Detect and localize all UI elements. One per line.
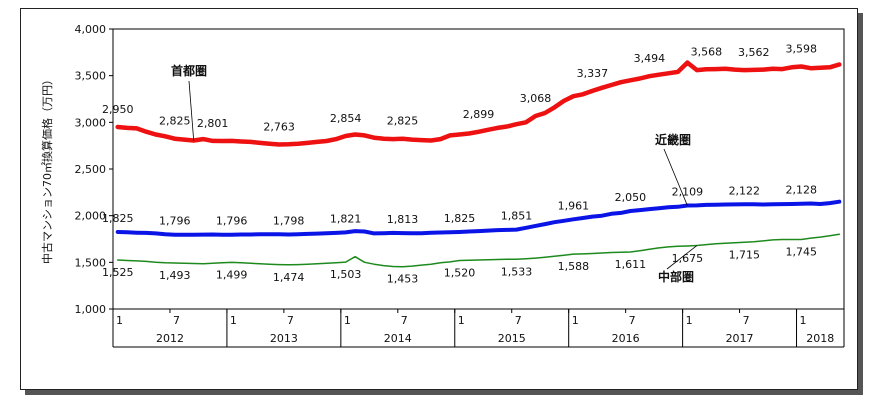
series-name-leader <box>663 148 688 206</box>
y-axis-title: 中古マンション70㎡換算価格（万円） <box>40 74 54 264</box>
year-label: 2012 <box>156 332 184 345</box>
data-label: 3,598 <box>786 43 818 56</box>
data-label: 1,961 <box>558 199 590 212</box>
data-label: 1,675 <box>672 252 704 265</box>
series-layer <box>115 60 842 268</box>
line-chart: 1,000 1,500 2,000 2,500 3,000 3,500 4,000 中古マンシ… <box>40 23 845 348</box>
x-tick-label: 7 <box>515 314 522 327</box>
data-label: 3,494 <box>634 52 666 65</box>
x-tick-label: 1 <box>572 314 579 327</box>
x-tick-label: 7 <box>401 314 408 327</box>
chart-frame: 1,000 1,500 2,000 2,500 3,000 3,500 4,000 中古マンシ… <box>20 8 858 390</box>
data-label: 2,122 <box>729 184 761 197</box>
data-labels: 2,950 2,825 2,801 2,763 2,854 2,825 2,899 3,068… <box>102 43 817 286</box>
year-label: 2016 <box>612 332 640 345</box>
data-label: 1,851 <box>501 210 533 223</box>
x-tick-label: 7 <box>287 314 294 327</box>
y-tick-label: 3,000 <box>75 116 107 129</box>
data-label: 3,562 <box>738 46 770 59</box>
data-label: 1,453 <box>387 273 419 286</box>
data-label: 1,611 <box>615 258 647 271</box>
data-label: 1,588 <box>558 260 590 273</box>
data-label: 1,520 <box>444 266 476 279</box>
x-tick-label: 1 <box>116 314 123 327</box>
year-label: 2014 <box>384 332 412 345</box>
data-label: 2,109 <box>672 185 704 198</box>
data-label: 1,798 <box>273 215 305 228</box>
data-label: 1,474 <box>273 271 305 284</box>
y-tick-label: 3,500 <box>75 70 107 83</box>
data-label: 1,745 <box>786 245 818 258</box>
x-tick-label: 7 <box>629 314 636 327</box>
year-label: 2017 <box>726 332 754 345</box>
data-label: 1,715 <box>729 248 761 261</box>
data-label: 1,525 <box>102 266 134 279</box>
data-label: 2,950 <box>102 103 134 116</box>
data-label: 2,050 <box>615 191 647 204</box>
year-label: 2015 <box>498 332 526 345</box>
series-name-label: 中部圏 <box>658 269 694 284</box>
data-label: 1,493 <box>159 269 191 282</box>
series-line-1 <box>115 199 842 237</box>
data-label: 2,801 <box>197 117 229 130</box>
series-name-leader <box>666 245 698 270</box>
data-label: 2,825 <box>387 115 419 128</box>
series-name-leader <box>188 80 195 141</box>
data-label: 1,499 <box>216 268 248 281</box>
data-label: 1,813 <box>387 213 419 226</box>
year-label: 2013 <box>270 332 298 345</box>
data-label: 1,796 <box>216 215 248 228</box>
data-label: 1,825 <box>444 212 476 225</box>
x-tick-label: 1 <box>344 314 351 327</box>
data-label: 1,533 <box>501 265 533 278</box>
chart-axes: 1,000 1,500 2,000 2,500 3,000 3,500 4,000 中古マンシ… <box>40 23 845 348</box>
y-tick-label: 1,000 <box>75 303 107 316</box>
data-label: 2,825 <box>159 115 191 128</box>
data-label: 1,796 <box>159 215 191 228</box>
series-line-0 <box>115 60 842 147</box>
y-tick-label: 2,000 <box>75 210 107 223</box>
data-label: 2,763 <box>263 120 295 133</box>
x-tick-label: 1 <box>800 314 807 327</box>
data-label: 3,337 <box>577 67 609 80</box>
data-label: 2,128 <box>786 184 818 197</box>
y-tick-label: 2,500 <box>75 163 107 176</box>
series-line-2 <box>116 233 841 268</box>
x-tick-label: 1 <box>686 314 693 327</box>
x-tick-label: 7 <box>743 314 750 327</box>
data-label: 3,068 <box>520 92 552 105</box>
x-tick-label: 1 <box>458 314 465 327</box>
x-tick-label: 1 <box>230 314 237 327</box>
year-label: 2018 <box>806 332 834 345</box>
series-name-label: 近畿圏 <box>655 132 691 147</box>
data-label: 1,503 <box>330 268 362 281</box>
data-label: 2,854 <box>330 112 362 125</box>
data-label: 1,821 <box>330 212 362 225</box>
series-name-label: 首都圏 <box>171 63 207 78</box>
y-tick-label: 1,500 <box>75 256 107 269</box>
x-tick-label: 7 <box>173 314 180 327</box>
data-label: 2,899 <box>463 108 495 121</box>
data-label: 3,568 <box>691 45 723 58</box>
y-tick-label: 4,000 <box>75 23 107 36</box>
data-label: 1,825 <box>102 212 134 225</box>
